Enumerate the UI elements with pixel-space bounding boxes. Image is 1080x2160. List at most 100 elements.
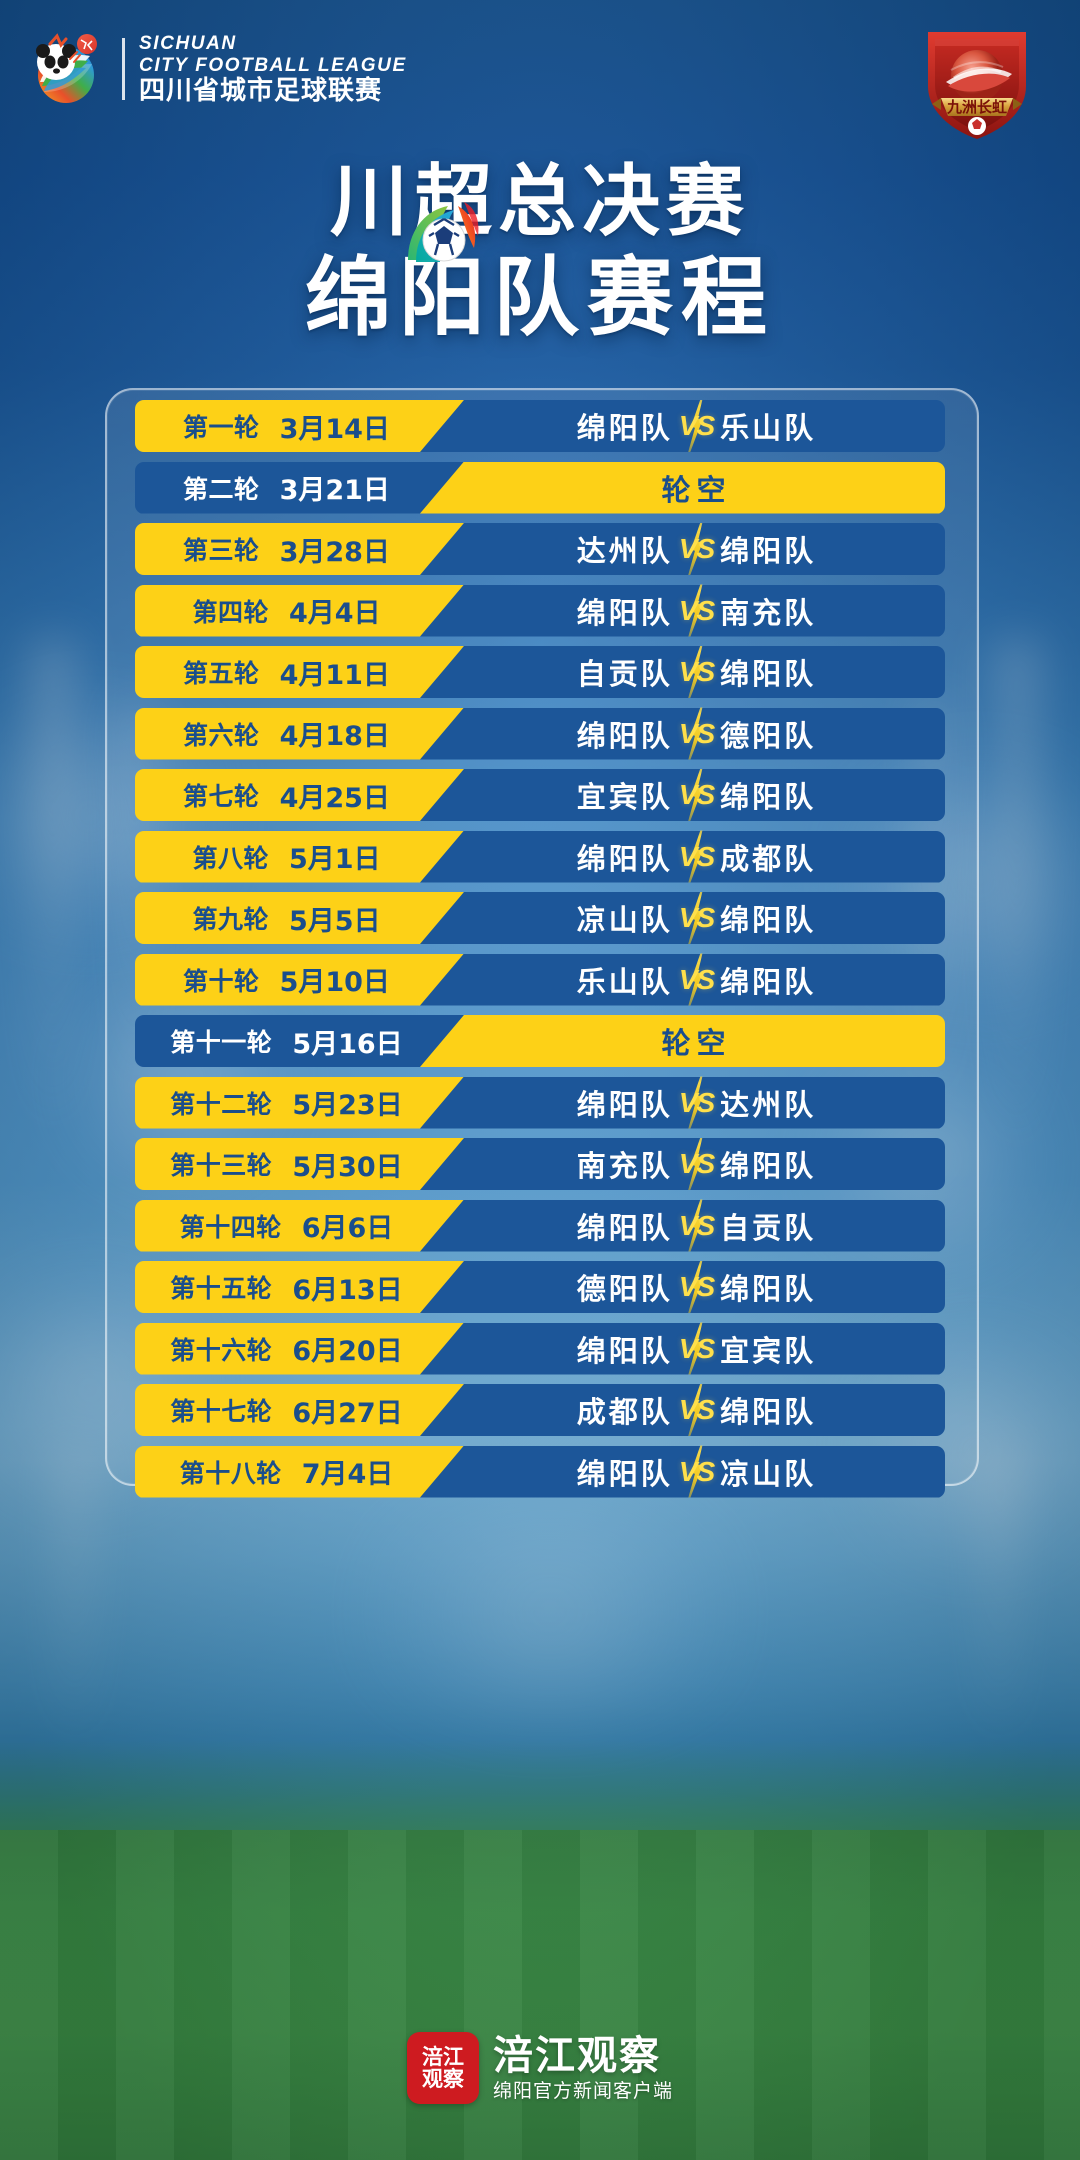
league-cn-name: 四川省城市足球联赛 (139, 75, 383, 106)
home-team: 乐山队 (576, 964, 673, 999)
home-team: 绵阳队 (576, 595, 673, 630)
schedule-row: 第十四轮 6月6日 绵阳队 VS 自贡队 (135, 1199, 945, 1252)
vs-separator: VS (673, 595, 720, 627)
round-label: 第十五轮 (170, 1274, 273, 1303)
home-team: 绵阳队 (576, 841, 673, 876)
vs-separator: VS (673, 718, 720, 750)
match-date: 3月21日 (279, 475, 390, 506)
league-logo: SICHUAN CITY FOOTBALL LEAGUE 四川省城市足球联赛 (30, 30, 407, 108)
vs-label: VS (678, 779, 715, 810)
home-team: 绵阳队 (576, 1456, 673, 1491)
schedule-row: 第四轮 4月4日 绵阳队 VS 南充队 (135, 584, 945, 637)
matchup-pill: 绵阳队 VS 凉山队 (420, 1445, 945, 1498)
away-team: 达州队 (720, 1087, 817, 1122)
vs-label: VS (678, 410, 715, 441)
vs-separator: VS (673, 656, 720, 688)
round-label: 第四轮 (192, 597, 269, 627)
round-date-pill: 第二轮 3月21日 (135, 462, 464, 514)
match-date: 6月20日 (292, 1336, 403, 1367)
vs-separator: VS (673, 1210, 720, 1242)
round-date-pill: 第十三轮 5月30日 (135, 1138, 464, 1190)
match-date: 7月4日 (301, 1459, 394, 1490)
home-team: 绵阳队 (576, 1087, 673, 1122)
vs-label: VS (678, 840, 715, 872)
vs-label: VS (678, 594, 715, 626)
away-team: 宜宾队 (720, 1333, 817, 1368)
matchup-line: 绵阳队 VS 凉山队 (577, 1451, 816, 1493)
match-date: 5月30日 (292, 1151, 403, 1183)
vs-label: VS (678, 717, 715, 749)
matchup-pill: 绵阳队 VS 宜宾队 (420, 1322, 945, 1375)
match-date: 3月28日 (279, 536, 390, 568)
vs-separator: VS (673, 902, 720, 934)
matchup-line: 绵阳队 VS 德阳队 (577, 713, 816, 755)
round-label: 第一轮 (183, 413, 260, 442)
round-label: 第七轮 (183, 782, 260, 811)
league-en-line1: SICHUAN (139, 32, 237, 54)
away-team: 绵阳队 (720, 780, 817, 814)
away-team: 凉山队 (720, 1456, 817, 1491)
home-team: 成都队 (576, 1395, 673, 1429)
matchup-line: 南充队 VS 绵阳队 (577, 1143, 816, 1185)
match-date: 6月6日 (301, 1213, 394, 1244)
vs-label: VS (678, 1209, 715, 1241)
away-team: 绵阳队 (720, 1395, 817, 1429)
matchup-pill: 绵阳队 VS 自贡队 (420, 1199, 945, 1252)
schedule-row: 第十五轮 6月13日 德阳队 VS 绵阳队 (135, 1261, 945, 1313)
vs-label: VS (678, 1086, 715, 1118)
match-date: 5月16日 (292, 1028, 403, 1060)
round-label: 第六轮 (183, 720, 260, 750)
away-team: 南充队 (720, 595, 817, 630)
home-team: 绵阳队 (576, 1333, 673, 1368)
matchup-pill: 绵阳队 VS 德阳队 (420, 707, 945, 760)
home-team: 凉山队 (576, 903, 673, 937)
matchup-line: 宜宾队 VS 绵阳队 (577, 774, 816, 816)
match-date: 6月13日 (292, 1274, 403, 1306)
home-team: 自贡队 (576, 657, 673, 691)
matchup-pill: 凉山队 VS 绵阳队 (420, 892, 945, 944)
round-date-pill: 第十五轮 6月13日 (135, 1261, 464, 1313)
match-date: 6月27日 (292, 1397, 403, 1429)
title-line-2: 绵阳队赛程 (305, 248, 775, 348)
round-label: 第十二轮 (170, 1089, 273, 1119)
club-shield-logo-icon: 九洲长虹 (918, 20, 1036, 142)
round-date-pill: 第九轮 5月5日 (135, 892, 464, 944)
match-date: 3月14日 (279, 413, 390, 445)
matchup-pill: 绵阳队 VS 乐山队 (420, 400, 945, 452)
vs-separator: VS (673, 841, 720, 873)
matchup-pill: 达州队 VS 绵阳队 (420, 523, 945, 575)
round-label: 第十六轮 (170, 1335, 273, 1365)
matchup-pill: 乐山队 VS 绵阳队 (420, 953, 945, 1006)
round-date-pill: 第十一轮 5月16日 (135, 1015, 464, 1067)
vs-separator: VS (673, 1456, 720, 1488)
round-label: 第八轮 (192, 843, 269, 873)
match-date: 5月23日 (292, 1090, 403, 1121)
bye-label: 轮空 (661, 1026, 732, 1060)
home-team: 绵阳队 (576, 1210, 673, 1245)
schedule-row: 第十一轮 5月16日 轮空 (135, 1015, 945, 1067)
vs-label: VS (678, 1332, 715, 1364)
colorful-football-icon (402, 196, 480, 274)
poster-title: 川超总决赛 绵阳队赛程 (0, 150, 1080, 385)
away-team: 成都队 (720, 841, 817, 876)
schedule-row: 第十三轮 5月30日 南充队 VS 绵阳队 (135, 1138, 945, 1190)
schedule-row: 第十七轮 6月27日 成都队 VS 绵阳队 (135, 1384, 945, 1436)
away-team: 乐山队 (720, 411, 817, 445)
matchup-pill: 轮空 (420, 461, 945, 514)
match-date: 4月11日 (279, 659, 390, 691)
round-date-pill: 第十七轮 6月27日 (135, 1384, 464, 1436)
vs-label: VS (678, 1148, 715, 1179)
match-date: 5月10日 (279, 967, 390, 998)
matchup-pill: 德阳队 VS 绵阳队 (420, 1261, 945, 1313)
vs-label: VS (678, 963, 715, 995)
logo-divider (122, 38, 125, 100)
matchup-line: 绵阳队 VS 宜宾队 (577, 1328, 816, 1370)
round-label: 第二轮 (183, 474, 260, 504)
matchup-line: 德阳队 VS 绵阳队 (577, 1266, 816, 1308)
vs-label: VS (678, 1394, 715, 1425)
fujiang-app-logo-icon: 涪江 观察 (406, 2032, 479, 2104)
round-date-pill: 第五轮 4月11日 (135, 646, 464, 698)
matchup-line: 绵阳队 VS 成都队 (577, 836, 816, 878)
matchup-pill: 成都队 VS 绵阳队 (420, 1384, 945, 1436)
round-label: 第十三轮 (170, 1151, 273, 1180)
